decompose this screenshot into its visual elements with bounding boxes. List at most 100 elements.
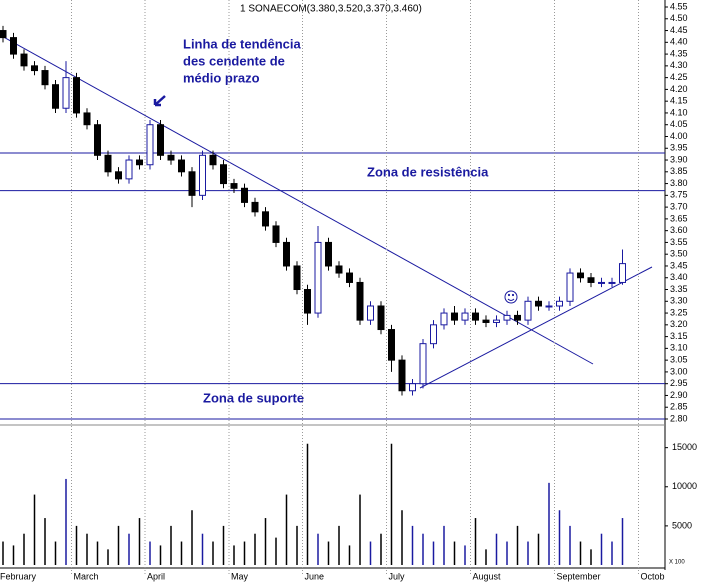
candle-body bbox=[293, 265, 301, 291]
candle-body bbox=[430, 324, 437, 345]
y-tick-label: 10000 bbox=[672, 481, 697, 491]
trend-line bbox=[0, 34, 594, 365]
candle-body bbox=[283, 241, 290, 267]
x-tick-label: June bbox=[305, 571, 325, 581]
candle-body bbox=[472, 312, 479, 321]
y-tick-label: 3.20 bbox=[670, 319, 688, 329]
y-tick-label: 3.35 bbox=[670, 284, 688, 294]
y-tick-label: 5000 bbox=[672, 520, 692, 530]
annotation: Linha de tendência bbox=[183, 36, 302, 51]
y-tick-label: 3.75 bbox=[670, 190, 688, 200]
x-tick-label: March bbox=[74, 571, 99, 581]
candle-body bbox=[73, 77, 80, 114]
candle-body bbox=[262, 211, 269, 227]
annotation: médio prazo bbox=[183, 70, 260, 85]
x-tick-label: Octob bbox=[641, 571, 665, 581]
candle-body bbox=[62, 77, 70, 109]
candle-body bbox=[272, 225, 280, 243]
candle-body bbox=[220, 164, 227, 185]
candle-body bbox=[335, 265, 343, 274]
y-tick-label: 3.95 bbox=[670, 143, 688, 153]
y-tick-label: 3.40 bbox=[670, 272, 688, 282]
candle-body bbox=[587, 277, 595, 283]
candle-body bbox=[94, 124, 101, 156]
candle-body bbox=[167, 154, 175, 161]
candle-body bbox=[325, 241, 332, 267]
y-tick-label: 4.00 bbox=[670, 131, 688, 141]
candle-body bbox=[41, 70, 49, 86]
y-tick-label: 3.25 bbox=[670, 307, 688, 317]
arrow-icon bbox=[153, 95, 166, 107]
y-tick-label: 3.55 bbox=[670, 237, 688, 247]
candle-body bbox=[577, 272, 584, 279]
candle-body bbox=[104, 154, 112, 173]
y-tick-label: 3.45 bbox=[670, 260, 688, 270]
y-tick-label: 3.80 bbox=[670, 178, 688, 188]
y-tick-label: 4.25 bbox=[670, 72, 688, 82]
y-tick-label: 3.70 bbox=[670, 201, 688, 211]
candle-body bbox=[377, 305, 385, 331]
x-tick-label: April bbox=[147, 571, 165, 581]
y-tick-label: 4.55 bbox=[670, 1, 688, 11]
candle-body bbox=[619, 263, 626, 283]
candle-body bbox=[524, 300, 532, 321]
candle-body bbox=[52, 84, 59, 109]
candle-body bbox=[440, 312, 448, 326]
y-tick-label: 4.15 bbox=[670, 96, 688, 106]
candle-body bbox=[409, 383, 416, 392]
y-tick-label: 4.05 bbox=[670, 119, 688, 129]
y-tick-label: 4.50 bbox=[670, 13, 688, 23]
candle-body bbox=[514, 314, 521, 321]
candle-body bbox=[304, 289, 311, 314]
y-tick-label: 2.80 bbox=[670, 413, 688, 423]
candle-body bbox=[199, 154, 206, 196]
candle-body bbox=[146, 124, 154, 166]
y-tick-label: 15000 bbox=[672, 442, 697, 452]
candle-body bbox=[230, 183, 238, 189]
candle-body bbox=[535, 300, 542, 307]
candle-body bbox=[241, 187, 248, 203]
y-tick-label: 3.50 bbox=[670, 249, 688, 259]
y-tick-label: 2.95 bbox=[670, 378, 688, 388]
y-tick-label: 4.35 bbox=[670, 48, 688, 58]
y-tick-label: 3.15 bbox=[670, 331, 688, 341]
candle-body bbox=[314, 241, 322, 314]
candle-body bbox=[482, 319, 490, 323]
y-tick-label: 2.85 bbox=[670, 402, 688, 412]
y-tick-label: 4.40 bbox=[670, 37, 688, 47]
candle-body bbox=[556, 300, 563, 307]
trend-line bbox=[419, 266, 653, 389]
candle-body bbox=[503, 314, 511, 321]
candle-body bbox=[125, 159, 133, 180]
y-tick-label: 4.45 bbox=[670, 25, 688, 35]
y-tick-label: 4.10 bbox=[670, 107, 688, 117]
candle-body bbox=[545, 305, 553, 308]
y-tick-label: 3.65 bbox=[670, 213, 688, 223]
candle-body bbox=[367, 305, 374, 321]
candle-body bbox=[188, 171, 196, 196]
x-tick-label: September bbox=[557, 571, 601, 581]
x-tick-label: August bbox=[473, 571, 502, 581]
chart-title: 1 SONAECOM(3.380,3.520,3.370,3.460) bbox=[240, 4, 422, 15]
y-tick-label: 3.85 bbox=[670, 166, 688, 176]
y-tick-label: 3.90 bbox=[670, 154, 688, 164]
y-tick-label: 3.60 bbox=[670, 225, 688, 235]
candle-body bbox=[10, 37, 17, 55]
y-tick-label: 3.05 bbox=[670, 355, 688, 365]
y-tick-label: 4.30 bbox=[670, 60, 688, 70]
candle-body bbox=[31, 65, 38, 72]
smiley-icon bbox=[504, 290, 518, 304]
candle-body bbox=[209, 154, 217, 166]
candle-body bbox=[157, 124, 164, 156]
annotation: Zona de suporte bbox=[203, 390, 304, 405]
x-tick-label: July bbox=[389, 571, 406, 581]
candle-body bbox=[178, 159, 185, 173]
annotation: Zona de resistência bbox=[367, 164, 489, 179]
annotation: des cendente de bbox=[183, 53, 285, 68]
candle-body bbox=[83, 112, 91, 126]
y-tick-label: 3.30 bbox=[670, 296, 688, 306]
candle-body bbox=[356, 281, 364, 321]
x-tick-label: February bbox=[0, 571, 37, 581]
